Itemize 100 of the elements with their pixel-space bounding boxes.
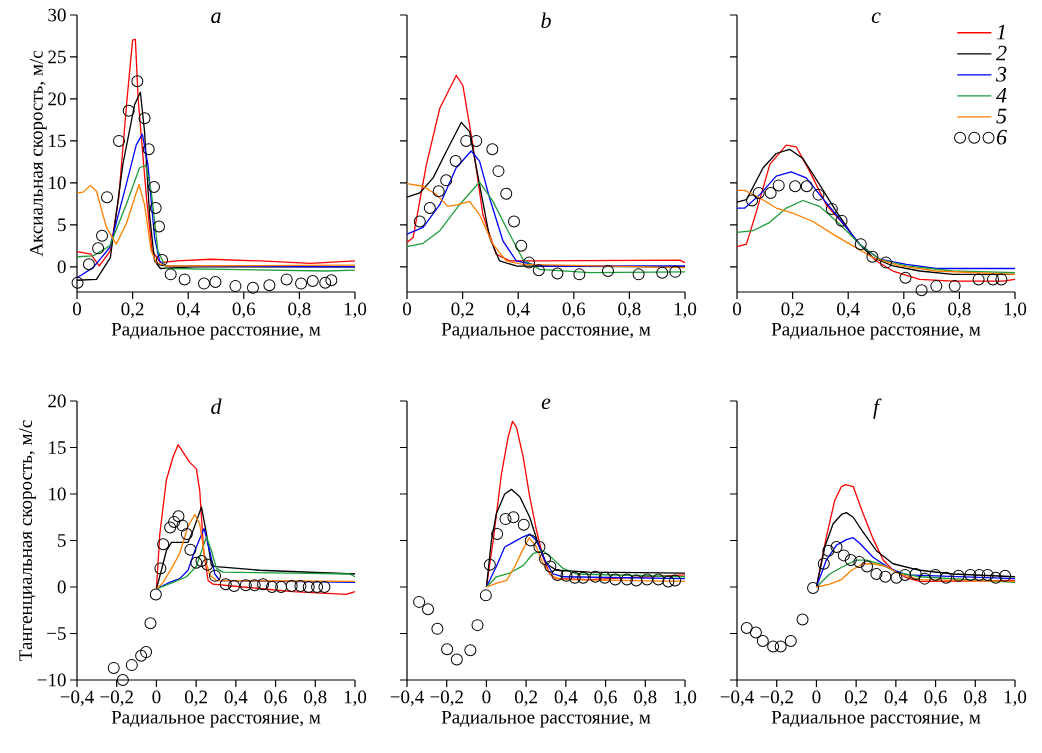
x-tick-label: 0	[152, 690, 161, 704]
y-tick-label: 20	[48, 394, 66, 408]
point	[198, 277, 211, 290]
y-tick-label: 5	[58, 534, 66, 547]
point	[432, 185, 445, 198]
x-tick-label: 0,6	[562, 302, 586, 319]
x-tick-label: 0,2	[451, 302, 474, 319]
point	[219, 578, 232, 591]
point	[539, 553, 552, 566]
point	[156, 254, 169, 267]
point	[153, 220, 166, 233]
x-tick-label: 0,4	[507, 302, 530, 319]
x-tick-label: −0,2	[760, 690, 793, 707]
x-tick-label: 0	[812, 690, 821, 704]
point	[422, 603, 435, 616]
chart-title: b	[541, 12, 551, 29]
point	[441, 643, 454, 656]
x-axis-title: Радиальное расстояние, м	[771, 710, 981, 728]
point	[499, 513, 512, 526]
point	[784, 634, 797, 647]
x-tick-label: 1,0	[344, 690, 367, 707]
y-tick-label: −10	[37, 673, 66, 687]
point	[609, 573, 622, 586]
point	[483, 558, 496, 571]
point	[812, 188, 825, 201]
point	[532, 264, 545, 277]
point	[568, 571, 581, 584]
point	[209, 275, 222, 288]
x-tick-label: 0,2	[121, 302, 144, 319]
point	[239, 579, 252, 592]
point	[460, 134, 473, 147]
point	[909, 567, 922, 580]
point	[641, 573, 654, 586]
point	[164, 521, 177, 534]
point	[598, 571, 611, 584]
point	[195, 554, 208, 567]
point	[71, 276, 84, 289]
point	[930, 280, 943, 293]
x-tick-label: 0,2	[845, 690, 867, 707]
x-tick-label: 0,2	[184, 690, 207, 707]
point	[854, 238, 867, 251]
point	[515, 239, 528, 252]
y-tick-label: −5	[47, 627, 66, 640]
point	[918, 572, 931, 585]
x-tick-label: 0,4	[837, 302, 860, 319]
x-tick-label: 0	[732, 302, 742, 316]
point	[764, 186, 777, 199]
y-tick-label: 10	[49, 487, 66, 501]
point	[789, 180, 802, 193]
point	[749, 626, 762, 639]
point	[972, 273, 985, 286]
point	[157, 538, 170, 551]
x-tick-label: −0,2	[430, 690, 463, 707]
legend-label: 3	[996, 66, 1007, 82]
point	[861, 560, 874, 573]
point	[149, 202, 162, 215]
point	[318, 581, 331, 593]
x-axis-title: Радиальное расстояние, м	[441, 710, 651, 728]
point	[450, 653, 463, 666]
line-series	[76, 183, 356, 267]
point	[201, 558, 214, 571]
x-tick-label: 0	[72, 302, 82, 316]
point	[440, 174, 453, 187]
y-tick-label: 0	[57, 260, 66, 274]
x-tick-label: 0,6	[892, 302, 916, 319]
point	[632, 268, 645, 281]
y-axis-title: Аксиальная скорость, м/с	[30, 50, 47, 257]
x-tick-label: 0,8	[964, 690, 987, 707]
x-tick-label: 1,0	[1004, 302, 1027, 319]
point	[96, 229, 109, 242]
point	[835, 214, 848, 227]
point	[413, 215, 426, 228]
point	[246, 281, 259, 294]
point	[830, 541, 843, 554]
point	[413, 595, 426, 608]
point	[948, 280, 961, 293]
x-tick-label: 0,4	[554, 690, 578, 707]
point	[144, 617, 157, 630]
point	[184, 543, 197, 556]
x-tick-label: 0,8	[948, 302, 971, 319]
point	[981, 568, 994, 581]
point	[470, 134, 483, 147]
x-tick-label: −0,4	[390, 690, 424, 707]
point	[987, 273, 1000, 286]
point	[989, 571, 1002, 584]
point	[257, 578, 270, 591]
point	[471, 619, 484, 632]
x-tick-label: 0,8	[288, 302, 311, 319]
legend-label: 2	[996, 45, 1007, 61]
point	[228, 580, 241, 593]
point	[248, 579, 261, 592]
point	[176, 519, 189, 532]
x-tick-label: 0,8	[618, 302, 641, 319]
chart-title: e	[541, 398, 551, 410]
y-axis-title: Тангенциальная скорость, м/с	[19, 420, 36, 661]
x-tick-label: 0,6	[264, 690, 287, 707]
point	[263, 279, 276, 292]
point	[140, 646, 153, 659]
x-tick-label: 0,4	[884, 690, 908, 707]
point	[479, 589, 492, 602]
